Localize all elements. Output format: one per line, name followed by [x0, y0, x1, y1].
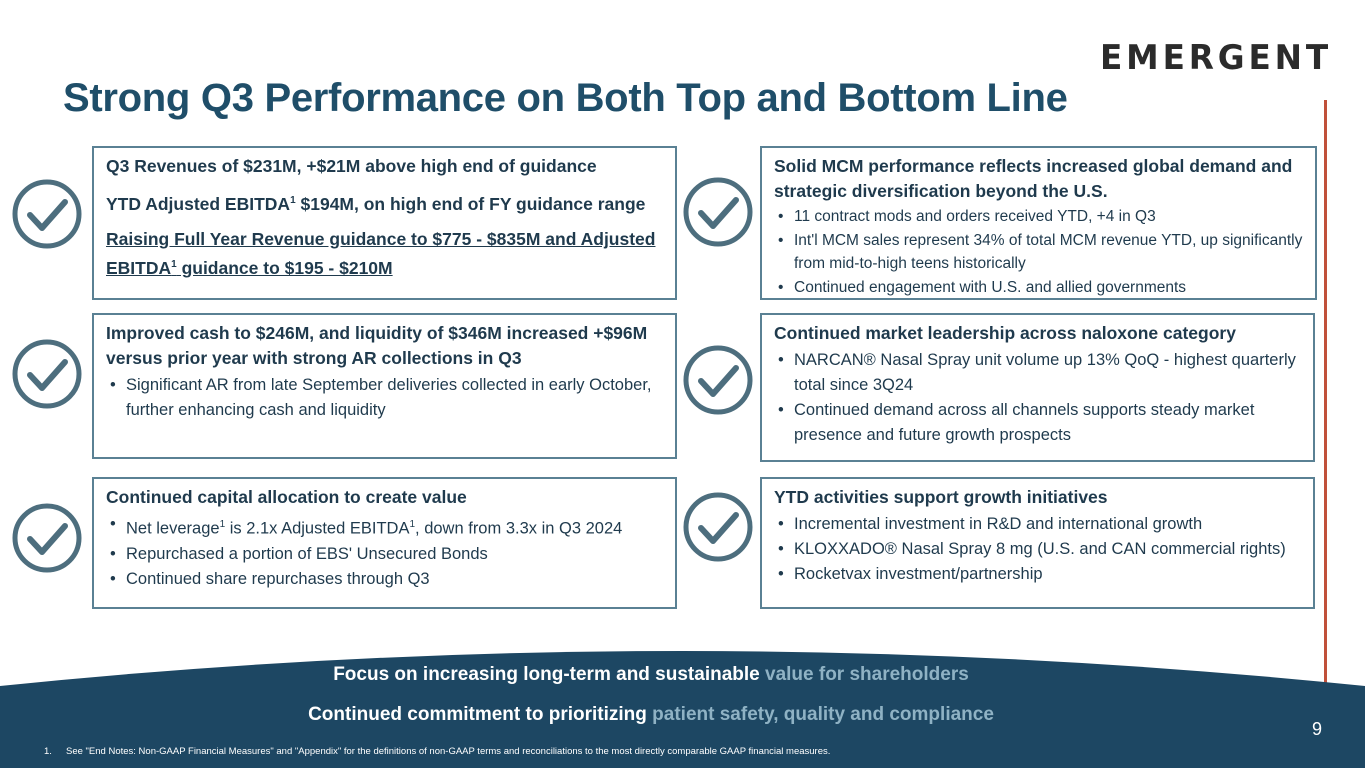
logo-text: EMERGENT: [1100, 40, 1332, 72]
list-item: 11 contract mods and orders received YTD…: [774, 205, 1303, 229]
list-item: Repurchased a portion of EBS' Unsecured …: [106, 542, 663, 567]
footer-band-shape: [0, 651, 1365, 768]
growth-initiatives-box: YTD activities support growth initiative…: [760, 477, 1315, 609]
check-circle-icon: [683, 177, 753, 247]
cash-liquidity-box: Improved cash to $246M, and liquidity of…: [92, 313, 677, 459]
box-heading: Continued capital allocation to create v…: [106, 487, 467, 507]
accent-divider: [1324, 100, 1327, 685]
ebitda-line: YTD Adjusted EBITDA1 $194M, on high end …: [106, 193, 646, 214]
list-item: Net leverage1 is 2.1x Adjusted EBITDA1, …: [106, 512, 663, 542]
check-circle-icon: [683, 345, 753, 415]
bullet-list: Significant AR from late September deliv…: [106, 373, 663, 423]
list-item: Int'l MCM sales represent 34% of total M…: [774, 229, 1303, 276]
list-item: Continued demand across all channels sup…: [774, 398, 1301, 448]
revenue-line: Q3 Revenues of $231M, +$21M above high e…: [106, 156, 597, 176]
box-heading: Solid MCM performance reflects increased…: [774, 156, 1293, 201]
list-item: Continued engagement with U.S. and allie…: [774, 276, 1303, 300]
footnote: 1. See "End Notes: Non-GAAP Financial Mea…: [44, 746, 831, 757]
check-circle-icon: [12, 339, 82, 409]
list-item: Incremental investment in R&D and intern…: [774, 512, 1301, 537]
page-number: 9: [1312, 719, 1323, 739]
list-item: NARCAN® Nasal Spray unit volume up 13% Q…: [774, 348, 1301, 398]
box-heading: Continued market leadership across nalox…: [774, 323, 1236, 343]
box-heading: YTD activities support growth initiative…: [774, 487, 1108, 507]
list-item: Significant AR from late September deliv…: [106, 373, 663, 423]
check-circle-icon: [683, 492, 753, 562]
check-circle-icon: [12, 503, 82, 573]
bullet-list: NARCAN® Nasal Spray unit volume up 13% Q…: [774, 348, 1301, 448]
emergent-logo: EMERGENT: [1100, 38, 1332, 78]
mcm-performance-box: Solid MCM performance reflects increased…: [760, 146, 1317, 300]
check-circle-icon: [12, 179, 82, 249]
naloxone-box: Continued market leadership across nalox…: [760, 313, 1315, 462]
guidance-raise-line: Raising Full Year Revenue guidance to $7…: [106, 228, 656, 278]
bullet-list: 11 contract mods and orders received YTD…: [774, 205, 1303, 299]
footer-band: Focus on increasing long-term and sustai…: [0, 636, 1365, 768]
logo-wordmark: EMERGENT: [1100, 38, 1332, 78]
page-title: Strong Q3 Performance on Both Top and Bo…: [63, 76, 1068, 120]
box-heading: Improved cash to $246M, and liquidity of…: [106, 323, 648, 368]
bullet-list: Net leverage1 is 2.1x Adjusted EBITDA1, …: [106, 512, 663, 592]
commitment-statement: Continued commitment to prioritizing pat…: [308, 704, 994, 725]
focus-statement: Focus on increasing long-term and sustai…: [333, 664, 969, 685]
capital-allocation-box: Continued capital allocation to create v…: [92, 477, 677, 609]
revenue-guidance-box: Q3 Revenues of $231M, +$21M above high e…: [92, 146, 677, 300]
list-item: Rocketvax investment/partnership: [774, 562, 1301, 587]
list-item: Continued share repurchases through Q3: [106, 567, 663, 592]
list-item: KLOXXADO® Nasal Spray 8 mg (U.S. and CAN…: [774, 537, 1301, 562]
bullet-list: Incremental investment in R&D and intern…: [774, 512, 1301, 587]
